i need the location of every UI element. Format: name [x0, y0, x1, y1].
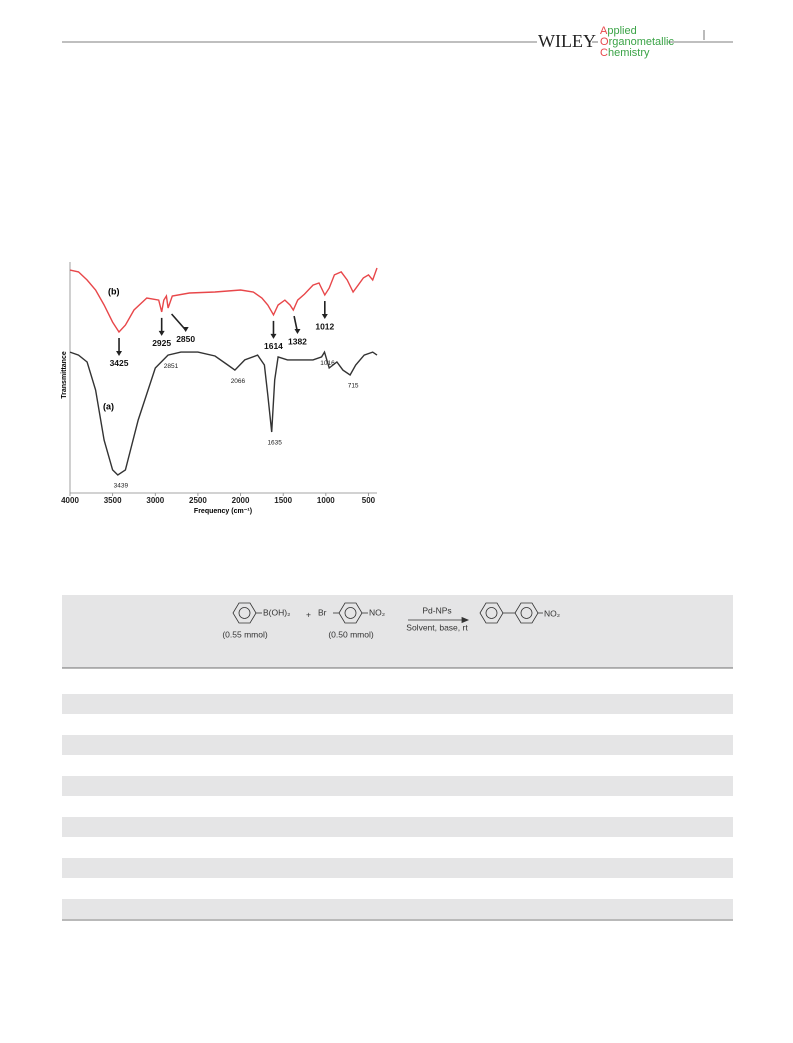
- x-tick-label: 500: [362, 496, 376, 505]
- x-tick-label: 2500: [189, 496, 207, 505]
- peak-label: 1614: [264, 341, 283, 351]
- peak-arrowhead: [321, 314, 328, 320]
- scheme-text: (0.55 mmol): [222, 629, 268, 639]
- scheme-text: +: [306, 609, 311, 619]
- peak-label: 2851: [164, 363, 179, 370]
- scheme-text: Br: [318, 607, 327, 617]
- x-axis-label: Frequency (cm⁻¹): [194, 508, 252, 515]
- scheme-text: (0.50 mmol): [328, 629, 374, 639]
- x-tick-label: 3000: [146, 496, 164, 505]
- peak-arrowhead: [294, 329, 301, 335]
- ir-figure: Transmittance Frequency (cm⁻¹) (a) (b) 4…: [61, 262, 378, 515]
- publisher-logo: WILEY: [538, 31, 596, 51]
- x-tick-label: 1500: [274, 496, 292, 505]
- peak-label: 1012: [315, 321, 334, 331]
- scheme-rings: [232, 602, 543, 624]
- series-label: (a): [103, 401, 114, 411]
- peak-label: 1635: [267, 440, 282, 447]
- x-tick-label: 1000: [317, 496, 335, 505]
- scheme-text: B(OH)₂: [263, 607, 290, 617]
- scheme-text: NO₂: [369, 607, 385, 617]
- spectrum-line: [69, 350, 378, 476]
- x-tick-label: 3500: [104, 496, 122, 505]
- table-header: [62, 595, 733, 668]
- peak-label: 715: [348, 383, 359, 390]
- x-tick-label: 4000: [61, 496, 79, 505]
- scheme-text: Pd-NPs: [422, 605, 451, 615]
- peak-arrowhead: [158, 330, 165, 336]
- y-axis-label: Transmittance: [61, 351, 68, 399]
- peak-label: 3439: [114, 483, 129, 490]
- peak-label: 2925: [152, 338, 171, 348]
- table-stripes: [62, 694, 733, 919]
- peak-label: 2066: [231, 378, 246, 385]
- peak-label: 2850: [176, 334, 195, 344]
- peak-label: 3425: [110, 358, 129, 368]
- series-label: (b): [108, 286, 120, 296]
- peak-label: 1016: [320, 360, 335, 367]
- journal-word: Organometallic: [600, 36, 674, 48]
- peak-label: 1382: [288, 336, 307, 346]
- peak-arrowhead: [270, 333, 277, 339]
- scheme-text: Solvent, base, rt: [406, 622, 468, 632]
- spectrum-line: [69, 267, 378, 334]
- scheme-text: NO₂: [544, 608, 560, 618]
- journal-word: Chemistry: [600, 47, 650, 59]
- x-tick-label: 2000: [232, 496, 250, 505]
- peak-arrowhead: [182, 326, 189, 332]
- peak-arrowhead: [116, 350, 123, 356]
- journal-word: Applied: [600, 25, 637, 37]
